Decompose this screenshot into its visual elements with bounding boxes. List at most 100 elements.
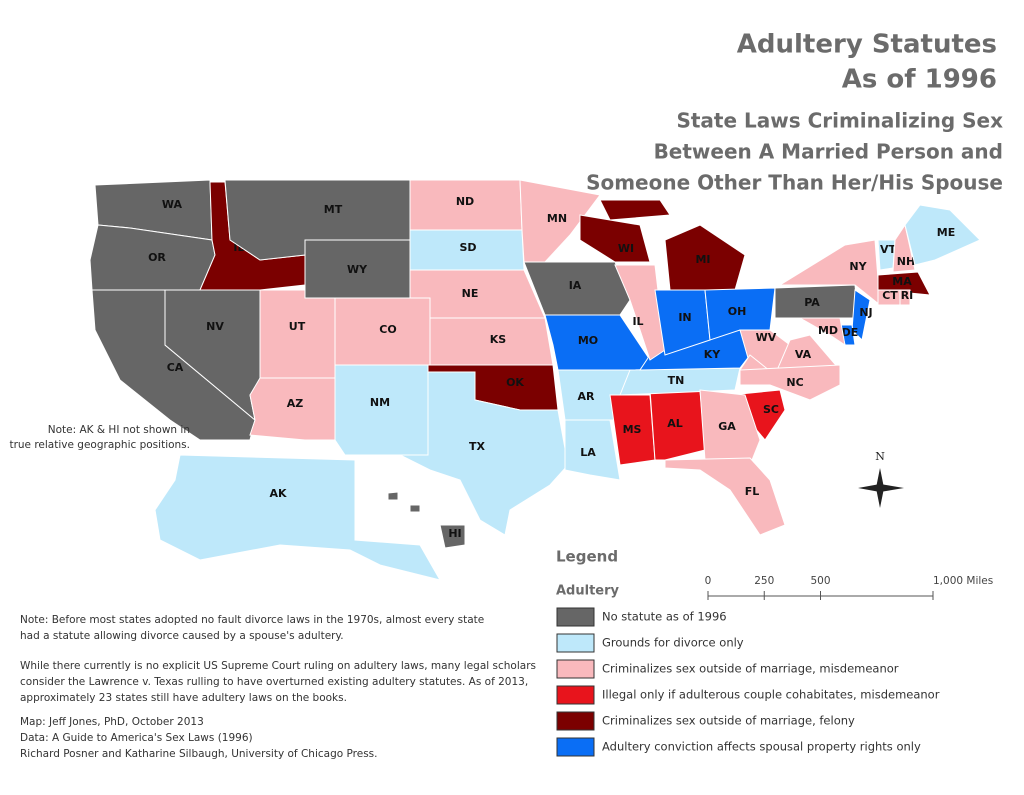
legend-swatch [556, 685, 595, 705]
state-label: NV [206, 320, 224, 333]
state-shape [154, 454, 442, 581]
compass [858, 484, 904, 492]
legend-label: Adultery conviction affects spousal prop… [602, 740, 921, 754]
legend-swatch [556, 607, 595, 627]
state-label: CT [882, 289, 898, 302]
state-label: GA [718, 420, 736, 433]
state-label: CA [167, 361, 184, 374]
state-label: IL [632, 315, 643, 328]
state-label: VT [880, 243, 897, 256]
state-label: FL [745, 485, 760, 498]
state-shape [399, 371, 569, 536]
state-shape [439, 524, 466, 549]
state-shape [579, 214, 651, 263]
state-label: OR [148, 251, 166, 264]
state-label: MN [547, 212, 567, 225]
state-shape [523, 261, 631, 316]
state-label: WA [162, 198, 183, 211]
state-shape [334, 364, 429, 456]
state-shape [778, 239, 881, 307]
legend-label: Illegal only if adulterous couple cohabi… [602, 688, 940, 702]
scale-label: 0 [705, 575, 712, 587]
scale-label: 1,000 Miles [933, 575, 993, 587]
title: As of 1996 [842, 65, 997, 95]
state-label: IA [569, 279, 582, 292]
legend-label: Grounds for divorce only [602, 636, 744, 650]
state-shape [599, 199, 671, 221]
note: had a statute allowing divorce caused by… [20, 630, 344, 642]
scale-label: 250 [754, 575, 774, 587]
subtitle: State Laws Criminalizing Sex [676, 109, 1003, 133]
state-label: OH [728, 305, 747, 318]
state-label: MT [324, 203, 343, 216]
state-shape [387, 491, 399, 501]
state-shape [409, 504, 421, 513]
state-label: MD [818, 324, 838, 337]
state-shape [664, 224, 746, 291]
state-label: IN [678, 311, 691, 324]
note: Map: Jeff Jones, PhD, October 2013 [20, 716, 204, 728]
legend-label: Criminalizes sex outside of marriage, fe… [602, 714, 855, 728]
state-label: KY [704, 348, 722, 361]
inset-note: Note: AK & HI not shown in [48, 424, 190, 436]
legend-swatch [556, 711, 595, 731]
state-label: MS [623, 423, 642, 436]
state-shape [259, 289, 336, 379]
state-label: AR [578, 390, 596, 403]
note: While there currently is no explicit US … [20, 660, 536, 672]
state-label: CO [379, 323, 396, 336]
state-label: RI [901, 289, 914, 302]
state-shape [614, 264, 666, 361]
state-label: WV [756, 331, 777, 344]
legend-swatch [556, 659, 595, 679]
state-label: ND [456, 195, 474, 208]
subtitle: Someone Other Than Her/His Spouse [586, 171, 1003, 195]
state-shape [699, 389, 761, 466]
state-shape [904, 204, 981, 266]
state-label: SD [459, 241, 476, 254]
subtitle: Between A Married Person and [654, 140, 1003, 164]
state-label: AZ [287, 397, 304, 410]
state-label: DE [842, 326, 859, 339]
state-shape [892, 223, 916, 273]
note: consider the Lawrence v. Texas rulling t… [20, 676, 528, 688]
state-label: NJ [859, 306, 872, 319]
state-label: PA [804, 296, 820, 309]
state-label: NM [370, 396, 390, 409]
state-label: MA [892, 275, 912, 288]
state-shape [564, 419, 621, 481]
legend-swatch [556, 633, 595, 653]
note: Data: A Guide to America's Sex Laws (199… [20, 732, 253, 744]
state-label: SC [763, 403, 779, 416]
state-label: TX [469, 440, 486, 453]
state-label: NH [897, 255, 915, 268]
state-label: NC [786, 376, 803, 389]
state-label: NY [849, 260, 867, 273]
state-label: WY [347, 263, 368, 276]
state-label: NE [462, 287, 479, 300]
state-label: AL [667, 417, 683, 430]
state-shape [739, 364, 841, 401]
state-shape [877, 271, 931, 296]
note: Note: Before most states adopted no faul… [20, 614, 484, 626]
inset-note: true relative geographic positions. [9, 439, 190, 451]
state-shape [899, 289, 911, 306]
state-label: UT [289, 320, 306, 333]
state-label: VA [795, 348, 812, 361]
state-shape [664, 457, 786, 536]
note: Richard Posner and Katharine Silbaugh, U… [20, 748, 377, 760]
legend-swatch [556, 737, 595, 757]
scale-label: 500 [810, 575, 830, 587]
state-label: ME [937, 226, 955, 239]
legend-title: Legend [556, 548, 618, 566]
state-label: OK [506, 376, 524, 389]
state-label: LA [580, 446, 596, 459]
state-label: KS [490, 333, 507, 346]
legend-label: No statute as of 1996 [602, 610, 727, 624]
state-shape [798, 317, 846, 347]
note: approximately 23 states still have adult… [20, 692, 347, 704]
north-label: N [875, 450, 885, 463]
state-label: TN [668, 374, 685, 387]
state-label: MO [578, 334, 598, 347]
